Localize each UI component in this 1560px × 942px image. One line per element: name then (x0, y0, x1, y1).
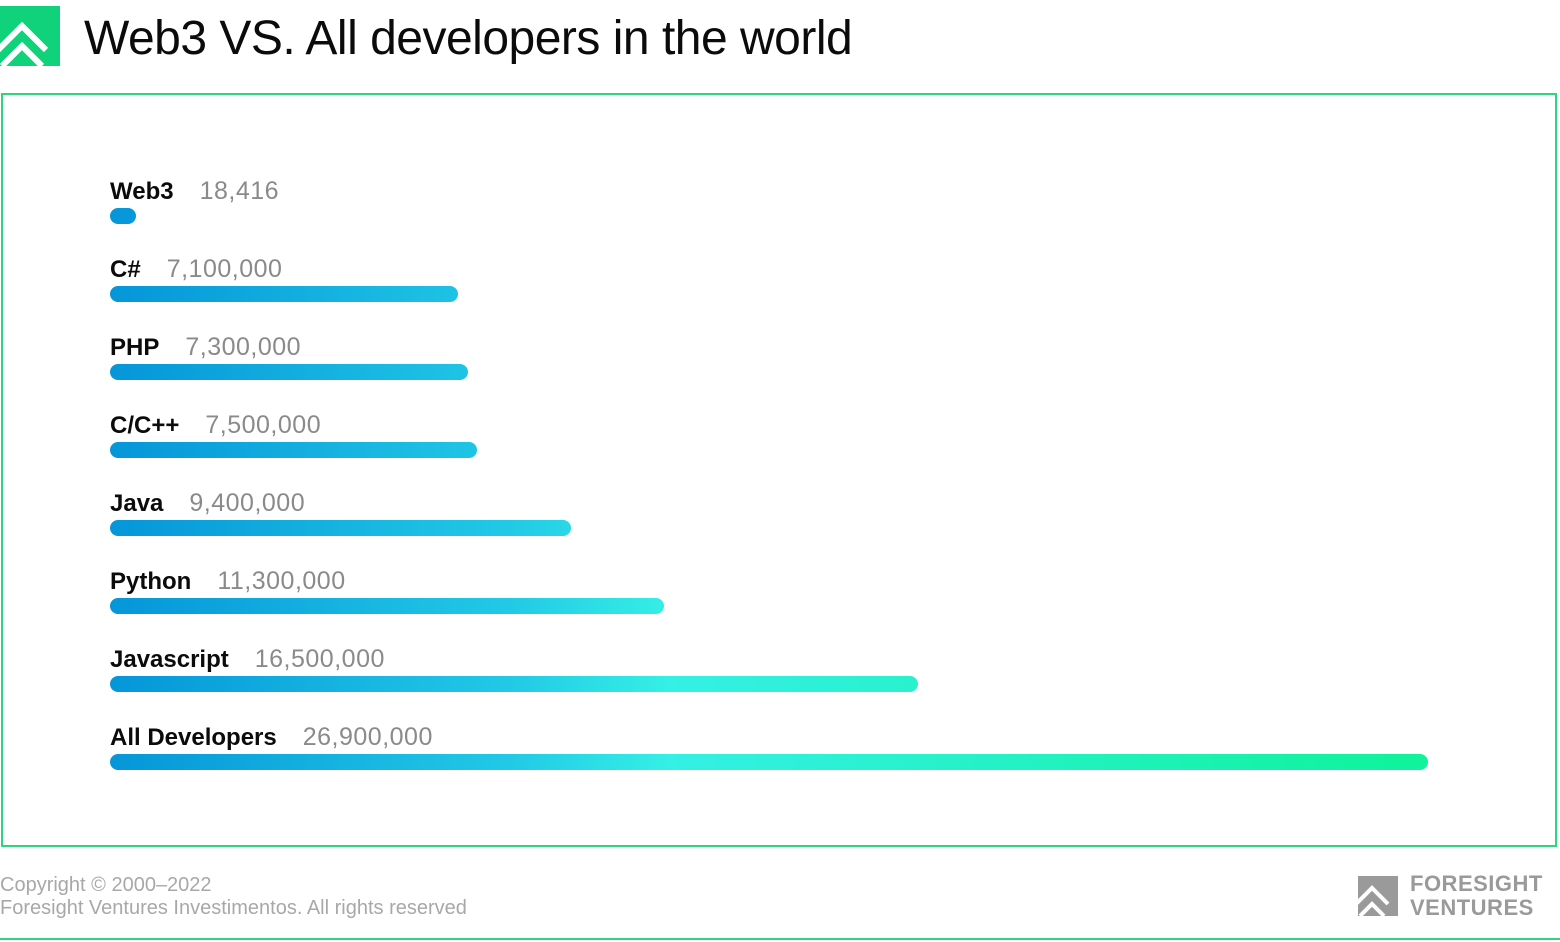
bar (110, 208, 136, 224)
copyright-text: Copyright © 2000–2022 (0, 874, 212, 896)
value-label: 11,300,000 (217, 567, 346, 595)
category-label: Java (110, 490, 164, 517)
bar-track (110, 520, 571, 536)
bar-track (110, 754, 1428, 770)
bar-track (110, 598, 664, 614)
bar-track (110, 676, 918, 692)
bar-label-line: Java 9,400,000 (110, 488, 305, 518)
bar-label-line: Web3 18,416 (110, 176, 279, 206)
bar (110, 520, 571, 536)
brand-line-1: FORESIGHT (1410, 871, 1543, 896)
bar-label-line: C# 7,100,000 (110, 254, 282, 284)
value-label: 9,400,000 (189, 489, 306, 517)
bar (110, 598, 664, 614)
category-label: Python (110, 568, 192, 595)
category-label: C# (110, 256, 141, 283)
bar (110, 676, 918, 692)
mountain-logo-icon (0, 6, 60, 66)
bar-label-line: Python 11,300,000 (110, 566, 346, 596)
value-label: 7,500,000 (205, 411, 322, 439)
brand-name: FORESIGHT VENTURES (1410, 872, 1543, 920)
bar-label-line: Javascript 16,500,000 (110, 644, 385, 674)
brand-logo: FORESIGHT VENTURES (1358, 872, 1558, 920)
value-label: 7,100,000 (166, 255, 283, 283)
category-label: PHP (110, 334, 160, 361)
brand-line-2: VENTURES (1410, 895, 1534, 920)
rights-text: Foresight Ventures Investimentos. All ri… (0, 897, 467, 919)
bar (110, 286, 458, 302)
value-label: 18,416 (199, 177, 280, 205)
bar-label-line: PHP 7,300,000 (110, 332, 301, 362)
bar (110, 364, 468, 380)
bar (110, 754, 1428, 770)
value-label: 7,300,000 (185, 333, 302, 361)
value-label: 16,500,000 (254, 645, 385, 673)
bar-track (110, 442, 477, 458)
chart-panel (1, 93, 1557, 847)
bar-track (110, 364, 468, 380)
foresight-mountain-icon (1358, 876, 1398, 916)
bar-track (110, 286, 458, 302)
page-title: Web3 VS. All developers in the world (84, 12, 853, 65)
bar-label-line: C/C++ 7,500,000 (110, 410, 321, 440)
bar-label-line: All Developers 26,900,000 (110, 722, 433, 752)
bar (110, 442, 477, 458)
value-label: 26,900,000 (302, 723, 433, 751)
category-label: Web3 (110, 178, 174, 205)
category-label: Javascript (110, 646, 229, 673)
bar-track (110, 208, 136, 224)
category-label: All Developers (110, 724, 277, 751)
bottom-divider (0, 938, 1560, 940)
category-label: C/C++ (110, 412, 180, 439)
